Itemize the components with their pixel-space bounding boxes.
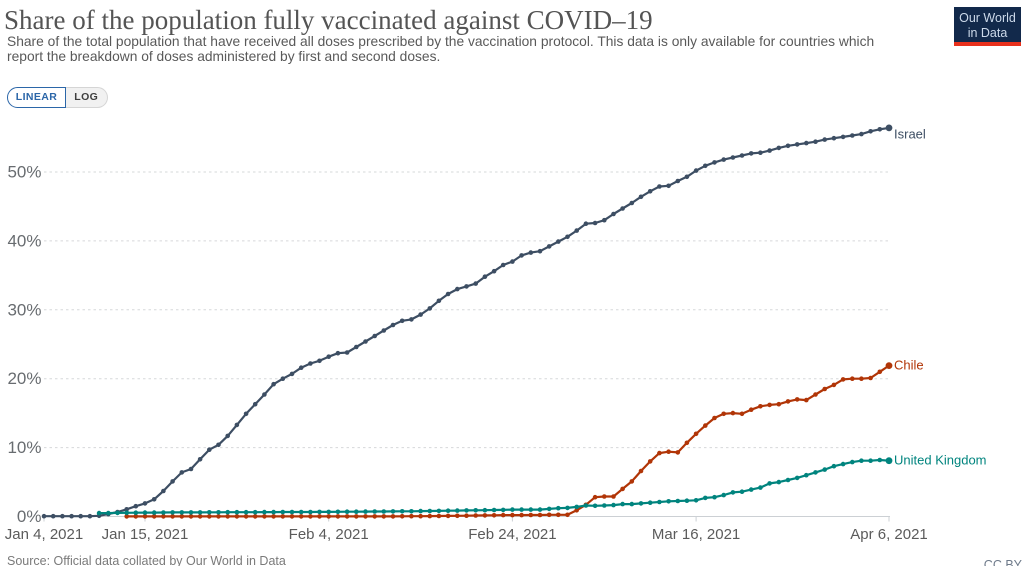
svg-text:United Kingdom: United Kingdom [894, 453, 987, 468]
svg-text:20%: 20% [7, 369, 41, 388]
svg-text:Apr 6, 2021: Apr 6, 2021 [850, 526, 928, 543]
svg-text:Jan 4, 2021: Jan 4, 2021 [5, 526, 83, 543]
svg-text:Feb 24, 2021: Feb 24, 2021 [468, 526, 556, 543]
svg-text:Feb 4, 2021: Feb 4, 2021 [289, 526, 369, 543]
svg-text:Israel: Israel [894, 127, 926, 142]
svg-text:0%: 0% [17, 507, 42, 526]
svg-text:30%: 30% [7, 300, 41, 319]
svg-text:Jan 15, 2021: Jan 15, 2021 [102, 526, 189, 543]
svg-text:10%: 10% [7, 438, 41, 457]
svg-text:Mar 16, 2021: Mar 16, 2021 [652, 526, 740, 543]
svg-text:40%: 40% [7, 231, 41, 250]
svg-text:Chile: Chile [894, 358, 924, 373]
svg-text:50%: 50% [7, 163, 41, 182]
